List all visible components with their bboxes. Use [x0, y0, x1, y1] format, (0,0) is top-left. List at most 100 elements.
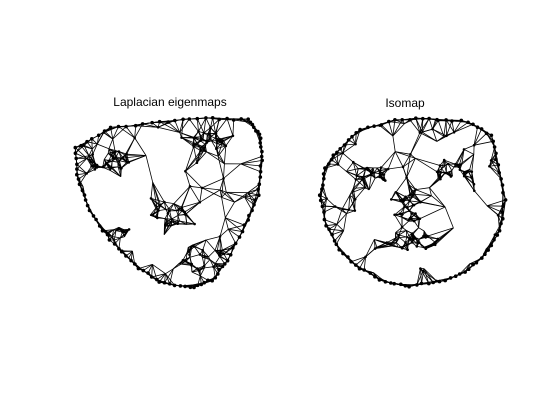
- mesh-vertex: [121, 250, 124, 253]
- mesh-vertex: [401, 213, 404, 216]
- mesh-vertex: [337, 163, 340, 166]
- mesh-vertex: [418, 241, 421, 244]
- mesh-vertex: [218, 138, 221, 141]
- mesh-vertex: [157, 126, 160, 129]
- mesh-vertex: [402, 199, 405, 202]
- mesh-vertex: [373, 275, 377, 279]
- mesh-vertex: [449, 276, 453, 280]
- mesh-vertex: [437, 119, 440, 122]
- mesh-vertex: [250, 209, 254, 213]
- mesh-vertex: [334, 205, 337, 208]
- mesh-vertex: [210, 279, 214, 283]
- mesh-vertex: [473, 144, 476, 147]
- mesh-vertex: [497, 171, 501, 175]
- mesh-vertex: [258, 182, 262, 186]
- mesh-vertex: [198, 269, 201, 272]
- mesh-vertex: [204, 116, 208, 120]
- mesh-vertex: [96, 164, 99, 167]
- mesh-vertex: [85, 140, 89, 144]
- mesh-vertex: [341, 152, 344, 155]
- mesh-vertex: [94, 218, 98, 222]
- mesh-vertex: [352, 161, 355, 164]
- mesh-vertex: [347, 138, 351, 142]
- mesh-vertex: [200, 138, 203, 141]
- mesh-vertex: [399, 212, 402, 215]
- mesh-vertex: [155, 215, 158, 218]
- mesh-vertex: [401, 226, 404, 229]
- mesh-vertex: [358, 267, 362, 271]
- mesh-vertex: [133, 137, 136, 140]
- mesh-vertex: [420, 282, 424, 286]
- mesh-vertex: [88, 209, 92, 213]
- mesh-vertex: [378, 278, 382, 282]
- mesh-vertex: [196, 284, 200, 288]
- mesh-vertex: [473, 183, 476, 186]
- mesh-vertex: [384, 280, 388, 284]
- mesh-vertex: [105, 231, 108, 234]
- mesh-vertex: [399, 283, 403, 287]
- mesh-vertex: [356, 175, 359, 178]
- mesh-vertex: [170, 218, 173, 221]
- mesh-vertex: [453, 131, 456, 134]
- mesh-vertex: [374, 247, 377, 250]
- mesh-vertex: [256, 187, 260, 191]
- mesh-vertex: [84, 198, 88, 202]
- mesh-vertex: [411, 195, 414, 198]
- mesh-vertex: [330, 158, 334, 162]
- mesh-vertex: [386, 241, 389, 244]
- mesh-vertex: [226, 259, 230, 263]
- mesh-vertex: [193, 137, 196, 140]
- mesh-vertex: [405, 176, 408, 179]
- mesh-vertex: [427, 282, 431, 286]
- mesh-vertex: [214, 276, 218, 280]
- mesh-vertex: [150, 121, 154, 125]
- mesh-vertex: [327, 162, 331, 166]
- mesh-vertex: [369, 271, 373, 275]
- mesh-vertex: [201, 187, 204, 190]
- mesh-vertex: [193, 223, 196, 226]
- mesh-vertex: [129, 259, 133, 263]
- mesh-vertex: [419, 267, 422, 270]
- mesh-vertex: [490, 134, 494, 138]
- mesh-vertex: [96, 166, 99, 169]
- mesh-vertex: [216, 272, 220, 276]
- mesh-vertex: [217, 118, 221, 122]
- mesh-vertex: [499, 177, 503, 181]
- mesh-vertex: [259, 175, 263, 179]
- mesh-vertex: [204, 255, 207, 258]
- mesh-vertex: [208, 138, 211, 141]
- mesh-vertex: [392, 282, 396, 286]
- mesh-vertex: [101, 229, 105, 233]
- mesh-vertex: [399, 199, 402, 202]
- mesh-vertex: [182, 259, 185, 262]
- mesh-vertex: [497, 214, 500, 217]
- mesh-vertex: [407, 285, 411, 289]
- mesh-vertex: [232, 135, 235, 138]
- mesh-vertex: [413, 220, 416, 223]
- mesh-vertex: [259, 170, 263, 174]
- mesh-vertex: [497, 163, 501, 167]
- mesh-vertex: [184, 211, 187, 214]
- mesh-vertex: [197, 130, 200, 133]
- mesh-vertex: [404, 241, 407, 244]
- mesh-vertex: [252, 126, 256, 130]
- mesh-vertex: [163, 201, 166, 204]
- mesh-vertex: [91, 153, 94, 156]
- mesh-vertex: [110, 167, 113, 170]
- mesh-vertex: [346, 255, 350, 259]
- mesh-vertex: [337, 248, 341, 252]
- mesh-vertex: [118, 150, 121, 153]
- mesh-vertex: [366, 167, 369, 170]
- mesh-vertex: [406, 206, 409, 209]
- mesh-vertex: [440, 171, 443, 174]
- mesh-vertex: [450, 175, 453, 178]
- mesh-vertex: [215, 148, 218, 151]
- mesh-vertex: [229, 253, 233, 257]
- mesh-vertex: [408, 200, 411, 203]
- mesh-vertex: [241, 230, 245, 234]
- mesh-vertex: [206, 279, 210, 283]
- mesh-vertex: [459, 168, 462, 171]
- mesh-vertex: [343, 143, 347, 147]
- mesh-vertex: [90, 165, 93, 168]
